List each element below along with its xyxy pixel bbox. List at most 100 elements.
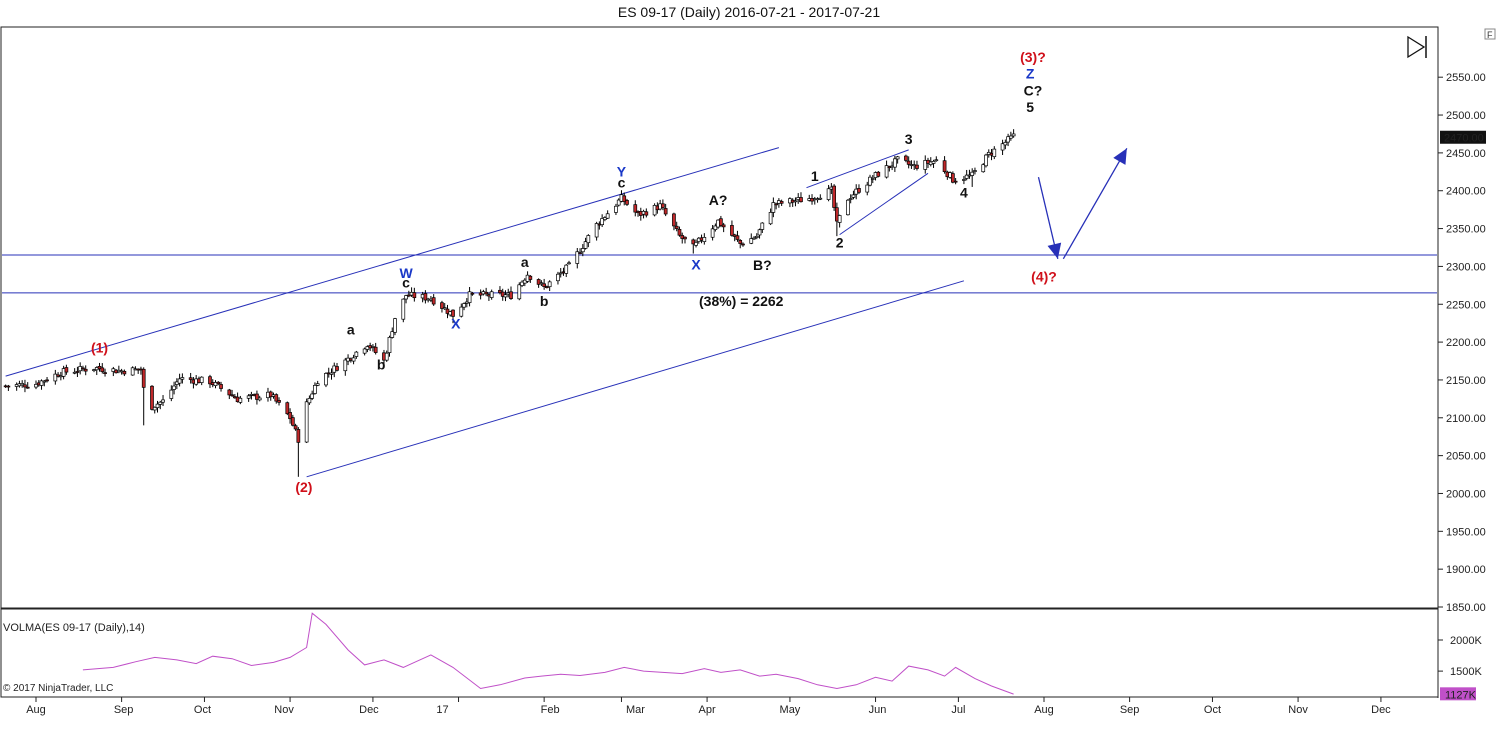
candle-body	[857, 188, 861, 193]
candle-body	[83, 368, 88, 372]
y-tick-label: 1900.00	[1446, 564, 1486, 576]
candle-body	[25, 386, 30, 389]
candle-body	[1003, 142, 1008, 146]
candle-body	[923, 160, 928, 170]
candle-body	[931, 160, 936, 164]
y-tick-label: 2450.00	[1446, 148, 1486, 160]
candle-body	[567, 262, 571, 265]
candle-body	[876, 171, 881, 177]
volume-line	[82, 612, 1014, 695]
candle-body	[470, 292, 475, 295]
candle-body	[594, 223, 599, 238]
candle-body	[865, 184, 870, 193]
candle-body	[155, 403, 160, 409]
candle-body	[290, 417, 295, 426]
candle-body	[169, 389, 174, 399]
x-tick-label: Feb	[541, 704, 560, 716]
candle-body	[315, 383, 320, 386]
candle-body	[1011, 133, 1016, 137]
candle-body	[103, 372, 107, 374]
candle-body	[614, 205, 618, 213]
candle-body	[644, 211, 649, 216]
volume-tick-label: 1500K	[1450, 666, 1482, 678]
candle-body	[255, 393, 259, 400]
candle-body	[130, 367, 135, 376]
scroll-to-end-button[interactable]	[1407, 35, 1427, 59]
candle-body	[329, 372, 334, 375]
corner-label: F	[1487, 30, 1493, 40]
candle-body	[462, 303, 466, 308]
candle-body	[580, 248, 585, 253]
candle-body	[489, 291, 494, 298]
candle-body	[61, 368, 66, 377]
wave-label: (3)?	[1020, 49, 1046, 65]
y-tick-label: 2150.00	[1446, 375, 1486, 387]
candle-body	[702, 237, 707, 242]
candle-body	[962, 179, 966, 181]
candle-body	[719, 218, 723, 226]
candle-body	[343, 359, 348, 372]
candle-body	[246, 395, 251, 399]
wave-label: b	[540, 293, 549, 309]
candle-body	[674, 225, 679, 229]
wave-label: X	[691, 256, 701, 272]
y-tick-label: 2050.00	[1446, 451, 1486, 463]
candle-body	[313, 384, 317, 394]
x-tick-label: Aug	[1034, 704, 1054, 716]
y-tick-label: 1950.00	[1446, 526, 1486, 538]
candle-body	[837, 215, 842, 223]
candle-body	[793, 200, 798, 203]
candle-body	[973, 170, 977, 172]
y-tick-label: 1850.00	[1446, 602, 1486, 614]
x-tick-label: Aug	[26, 704, 46, 716]
wave-label: a	[521, 254, 529, 270]
chart-title: ES 09-17 (Daily) 2016-07-21 - 2017-07-21	[617, 4, 881, 20]
candle-body	[603, 217, 607, 220]
candle-body	[431, 297, 436, 305]
candle-body	[277, 400, 281, 403]
candle-body	[152, 406, 157, 411]
candle-body	[605, 213, 610, 219]
channel-line-small-upper	[806, 149, 909, 189]
candle-body	[500, 291, 505, 297]
wave-label: 1	[811, 168, 819, 184]
candle-body	[401, 298, 406, 320]
candle-body	[257, 397, 262, 401]
candle-body	[141, 368, 146, 388]
candle-body	[835, 207, 839, 222]
y-tick-label: 2100.00	[1446, 413, 1486, 425]
candle-body	[288, 412, 292, 420]
x-tick-label: Nov	[1288, 704, 1308, 716]
candle-body	[754, 235, 759, 238]
x-tick-label: Jul	[951, 704, 965, 716]
candle-body	[307, 398, 312, 404]
candle-body	[625, 200, 629, 205]
x-tick-label: Mar	[626, 704, 645, 716]
candle-body	[868, 176, 872, 186]
x-tick-label: Oct	[194, 704, 211, 716]
candle-body	[484, 291, 488, 295]
candle-body	[906, 160, 911, 165]
candle-body	[661, 203, 665, 208]
candle-body	[942, 160, 947, 172]
candle-body	[188, 377, 193, 380]
candle-body	[503, 294, 508, 298]
candle-body	[528, 275, 533, 280]
wave-label: Z	[1026, 66, 1035, 82]
candle-body	[826, 188, 831, 200]
candle-body	[23, 384, 27, 388]
candle-body	[45, 379, 49, 382]
candle-body	[713, 225, 718, 230]
candle-body	[390, 331, 395, 338]
candle-body	[177, 378, 182, 384]
wave-label: c	[402, 275, 410, 291]
candle-body	[158, 401, 163, 405]
candle-body	[304, 401, 309, 443]
candle-body	[992, 148, 997, 158]
x-tick-label: Dec	[1371, 704, 1391, 716]
candle-body	[354, 351, 359, 357]
candle-body	[884, 165, 889, 178]
candle-body	[953, 180, 958, 183]
y-tick-label: 2000.00	[1446, 488, 1486, 500]
